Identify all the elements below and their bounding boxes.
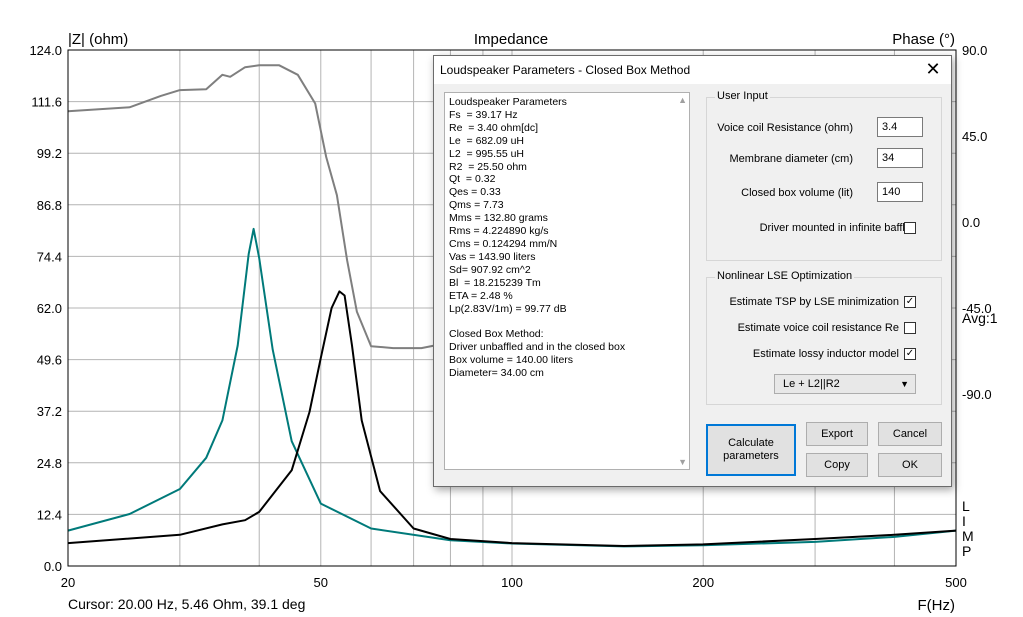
- re-label: Estimate voice coil resistance Re: [737, 322, 899, 334]
- limp-label: L I M P: [962, 499, 974, 559]
- x-tick-label: 500: [945, 575, 967, 590]
- y-tick-label: 111.6: [31, 95, 62, 110]
- box-volume-label: Closed box volume (lit): [741, 187, 853, 199]
- lossy-label: Estimate lossy inductor model: [752, 348, 899, 360]
- re-checkbox[interactable]: [904, 322, 916, 334]
- cursor-readout: Cursor: 20.00 Hz, 5.46 Ohm, 39.1 deg: [68, 596, 306, 612]
- limp-letter: P: [962, 543, 972, 559]
- y2-axis-label: Phase (°): [892, 31, 955, 48]
- avg-label: Avg:1: [962, 310, 998, 326]
- dialog-title: Loudspeaker Parameters - Closed Box Meth…: [434, 56, 951, 84]
- user-input-title: User Input: [715, 90, 770, 102]
- y-tick-label: 0.0: [44, 559, 62, 574]
- ok-button[interactable]: OK: [878, 453, 942, 477]
- lse-title: Nonlinear LSE Optimization: [715, 270, 855, 282]
- box-volume-field[interactable]: 140: [877, 182, 923, 202]
- y-tick-label: 12.4: [37, 507, 62, 522]
- y-tick-label: 37.2: [37, 404, 62, 419]
- x-tick-label: 50: [314, 575, 328, 590]
- inductor-model-select[interactable]: Le + L2||R2 ▼: [774, 374, 916, 394]
- chart-title: Impedance: [474, 31, 548, 48]
- data-series-line: [67, 290, 957, 547]
- check-icon: ✓: [905, 348, 915, 359]
- check-icon: ✓: [905, 296, 915, 307]
- y-tick-label: 62.0: [37, 301, 62, 316]
- voice-coil-label: Voice coil Resistance (ohm): [717, 122, 853, 134]
- x-tick-label: 200: [692, 575, 714, 590]
- close-icon[interactable]: ✕: [925, 59, 941, 79]
- x-tick-label: 100: [501, 575, 523, 590]
- tsp-checkbox[interactable]: ✓: [904, 296, 916, 308]
- y2-tick-label: 90.0: [962, 43, 987, 58]
- copy-button[interactable]: Copy: [806, 453, 868, 477]
- y-tick-label: 49.6: [37, 353, 62, 368]
- y2-tick-label: 0.0: [962, 215, 980, 230]
- y-tick-label: 86.8: [37, 198, 62, 213]
- limp-letter: I: [962, 513, 966, 529]
- plot-frame: [67, 49, 957, 567]
- y-tick-label: 24.8: [37, 456, 62, 471]
- x-axis-label: F(Hz): [918, 597, 956, 614]
- export-button[interactable]: Export: [806, 422, 868, 446]
- chevron-down-icon: ▼: [900, 379, 909, 389]
- cancel-button[interactable]: Cancel: [878, 422, 942, 446]
- scroll-up-icon[interactable]: ▲: [678, 95, 687, 105]
- data-series-line: [67, 64, 484, 350]
- infinite-baffle-label: Driver mounted in infinite baffle: [759, 222, 911, 234]
- limp-letter: L: [962, 498, 970, 514]
- y2-tick-label: 45.0: [962, 129, 987, 144]
- report-text: Loudspeaker Parameters Fs = 39.17 Hz Re …: [449, 96, 626, 380]
- membrane-label: Membrane diameter (cm): [729, 153, 853, 165]
- y-axis-label: |Z| (ohm): [68, 31, 128, 48]
- limp-letter: M: [962, 528, 974, 544]
- infinite-baffle-checkbox[interactable]: [904, 222, 916, 234]
- y-tick-label: 74.4: [37, 249, 62, 264]
- parameters-report[interactable]: Loudspeaker Parameters Fs = 39.17 Hz Re …: [444, 92, 690, 470]
- membrane-diameter-field[interactable]: 34: [877, 148, 923, 168]
- scroll-down-icon[interactable]: ▼: [678, 457, 687, 467]
- y-tick-label: 124.0: [29, 43, 62, 58]
- lossy-checkbox[interactable]: ✓: [904, 348, 916, 360]
- y-tick-label: 99.2: [37, 146, 62, 161]
- tsp-label: Estimate TSP by LSE minimization: [729, 296, 899, 308]
- inductor-model-value: Le + L2||R2: [783, 378, 840, 390]
- loudspeaker-parameters-dialog: Loudspeaker Parameters - Closed Box Meth…: [433, 55, 952, 487]
- y2-tick-label: -90.0: [962, 387, 992, 402]
- lse-group: Nonlinear LSE Optimization Estimate TSP …: [706, 270, 942, 405]
- y2-tick-label: -45.0: [962, 301, 992, 316]
- x-tick-label: 20: [61, 575, 75, 590]
- calculate-parameters-button[interactable]: Calculate parameters: [706, 424, 796, 476]
- user-input-group: User Input Voice coil Resistance (ohm) 3…: [706, 90, 942, 261]
- voice-coil-field[interactable]: 3.4: [877, 117, 923, 137]
